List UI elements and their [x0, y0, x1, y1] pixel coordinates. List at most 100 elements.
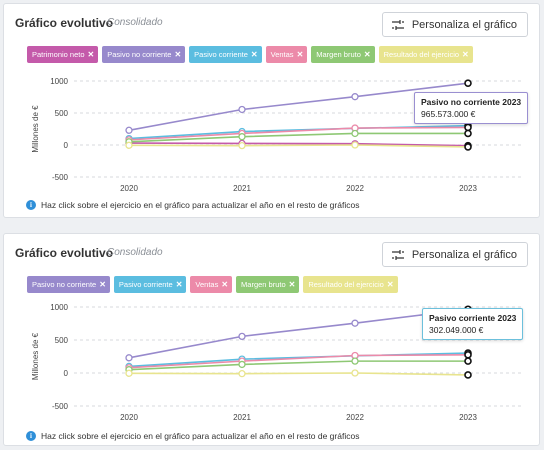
info-icon: i [26, 200, 36, 210]
chart-footer-note: i Haz click sobre el ejercicio en el grá… [26, 431, 359, 441]
y-tick-label: 1000 [50, 303, 68, 312]
data-point [125, 354, 133, 362]
data-point [238, 360, 246, 369]
remove-icon[interactable]: ✕ [363, 50, 371, 59]
data-point [238, 332, 246, 341]
series-line [128, 132, 468, 143]
series-line [128, 144, 469, 148]
chip-label: Pasivo corriente [118, 280, 173, 289]
tooltip-title: Pasivo no corriente 2023 [421, 97, 522, 107]
remove-icon[interactable]: ✕ [288, 280, 296, 289]
chip-pasivo-no-corriente[interactable]: Pasivo no corriente ✕ [102, 46, 186, 63]
panel-title: Gráfico evolutivo [15, 16, 114, 30]
y-tick-label: 500 [55, 109, 69, 118]
series-line [128, 354, 469, 369]
sliders-icon [391, 249, 405, 261]
data-point [351, 369, 359, 377]
panel-subtitle: Consolidado [107, 17, 163, 28]
panel-header: Gráfico evolutivo Consolidado Personaliz… [4, 4, 539, 38]
y-tick-label: 0 [64, 141, 69, 150]
data-point [238, 105, 246, 114]
chip-pasivo-corriente[interactable]: Pasivo corriente ✕ [189, 46, 262, 63]
data-point [351, 141, 359, 149]
customize-chart-label: Personaliza el gráfico [411, 18, 517, 31]
data-point [351, 129, 359, 138]
y-tick-label: 500 [55, 336, 69, 345]
remove-icon[interactable]: ✕ [175, 280, 183, 289]
remove-icon[interactable]: ✕ [174, 50, 182, 59]
chip-label: Patrimonio neto [32, 50, 85, 59]
tooltip-value: 965.573.000 € [421, 109, 476, 119]
data-point [464, 357, 472, 365]
remove-icon[interactable]: ✕ [386, 280, 394, 289]
chart-footer-note: i Haz click sobre el ejercicio en el grá… [26, 200, 359, 210]
data-point [351, 357, 359, 365]
data-point [125, 369, 133, 377]
chip-margen-bruto[interactable]: Margen bruto ✕ [311, 46, 375, 63]
chip-patrimonio-neto[interactable]: Patrimonio neto ✕ [27, 46, 99, 63]
chip-label: Pasivo corriente [194, 50, 248, 59]
data-point [238, 370, 246, 378]
x-tick-label: 2020 [120, 413, 138, 422]
data-point [125, 141, 133, 149]
x-tick-label: 2023 [459, 413, 477, 422]
x-tick-label: 2020 [120, 184, 138, 193]
y-axis-label: Millones de € [31, 105, 40, 153]
remove-icon[interactable]: ✕ [462, 50, 469, 59]
series-line [128, 126, 469, 141]
data-point [464, 351, 472, 359]
tooltip-value: 302.049.000 € [429, 325, 484, 335]
series-line [128, 142, 469, 147]
x-tick-label: 2022 [346, 413, 364, 422]
x-tick-label: 2021 [233, 184, 251, 193]
customize-chart-button[interactable]: Personaliza el gráfico [381, 242, 528, 267]
chart-tooltip: Pasivo corriente 2023 302.049.000 € [422, 308, 524, 340]
y-tick-label: 1000 [50, 77, 68, 86]
data-point [238, 141, 246, 150]
data-point [238, 133, 246, 141]
line-chart[interactable]: -500 0 500 1000 2020 2021 2022 2023 Millones de … [4, 234, 541, 447]
customize-chart-button[interactable]: Personaliza el gráfico [381, 12, 528, 37]
y-tick-label: 0 [64, 369, 69, 378]
data-point [351, 319, 359, 327]
x-tick-label: 2022 [346, 184, 364, 193]
tooltip-title: Pasivo corriente 2023 [429, 313, 517, 323]
series-line [128, 372, 469, 376]
series-line [128, 308, 469, 359]
evolution-chart-panel: Gráfico evolutivo Consolidado Personaliz… [3, 3, 540, 218]
x-tick-label: 2023 [459, 184, 477, 193]
chip-ventas[interactable]: Ventas ✕ [265, 46, 308, 63]
data-point [464, 129, 472, 138]
evolution-chart-panel: Gráfico evolutivo Consolidado Personaliz… [3, 233, 540, 446]
customize-chart-label: Personaliza el gráfico [411, 248, 517, 261]
chip-pasivo-no-corriente[interactable]: Pasivo no corriente ✕ [27, 276, 110, 293]
panel-title: Gráfico evolutivo [15, 246, 114, 260]
chip-resultado-ejercicio[interactable]: Resultado del ejercicio ✕ [303, 276, 398, 293]
data-point [464, 123, 472, 132]
chip-label: Margen bruto [241, 280, 286, 289]
chip-pasivo-corriente[interactable]: Pasivo corriente ✕ [113, 276, 187, 293]
chip-margen-bruto[interactable]: Margen bruto ✕ [236, 276, 300, 293]
series-filter-chips: Pasivo no corriente ✕ Pasivo corriente ✕ V… [27, 276, 398, 293]
remove-icon[interactable]: ✕ [221, 280, 229, 289]
data-point [464, 143, 472, 151]
data-point [125, 126, 133, 134]
chip-label: Margen bruto [316, 50, 361, 59]
remove-icon[interactable]: ✕ [87, 50, 95, 59]
chip-label: Pasivo no corriente [32, 280, 97, 289]
chart-tooltip: Pasivo no corriente 2023 965.573.000 € [414, 92, 529, 124]
footer-text: Haz click sobre el ejercicio en el gráfi… [41, 200, 360, 210]
x-tick-label: 2021 [233, 413, 251, 422]
remove-icon[interactable]: ✕ [250, 50, 258, 59]
data-point [464, 79, 472, 87]
sliders-icon [391, 19, 405, 31]
remove-icon[interactable]: ✕ [99, 280, 106, 289]
chip-label: Ventas [195, 280, 219, 289]
chip-resultado-ejercicio[interactable]: Resultado del ejercicio ✕ [378, 46, 473, 63]
remove-icon[interactable]: ✕ [296, 50, 304, 59]
chip-label: Resultado del ejercicio [308, 280, 384, 289]
chip-label: Resultado del ejercicio [383, 50, 460, 59]
chip-label: Ventas [270, 50, 294, 59]
series-filter-chips: Patrimonio neto ✕ Pasivo no corriente ✕ Pa… [27, 46, 473, 63]
chip-ventas[interactable]: Ventas ✕ [190, 276, 233, 293]
